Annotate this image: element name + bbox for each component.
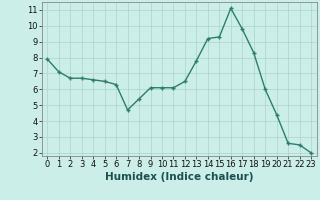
X-axis label: Humidex (Indice chaleur): Humidex (Indice chaleur) — [105, 172, 253, 182]
